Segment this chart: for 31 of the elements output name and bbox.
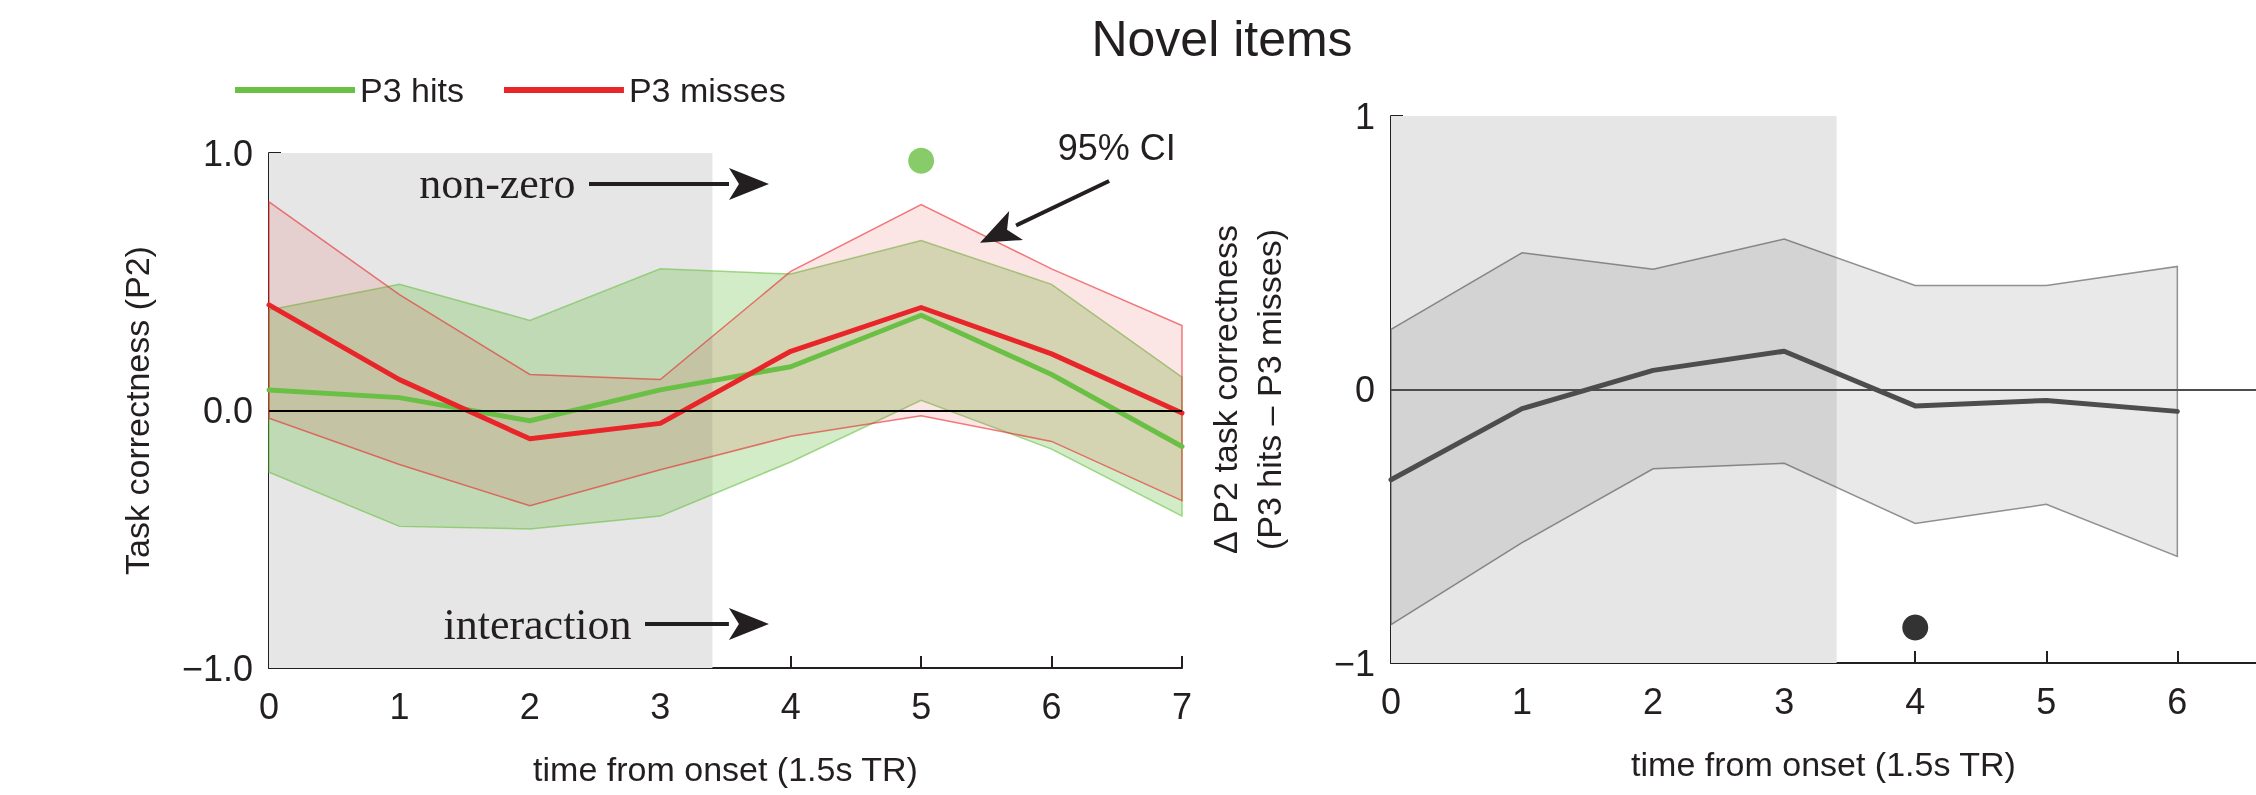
x-axis-title: time from onset (1.5s TR) — [1631, 745, 2016, 783]
x-tick-label: 3 — [1774, 680, 1795, 722]
y-tick-label: −1 — [1333, 642, 1375, 684]
x-tick-label: 0 — [1380, 680, 1402, 722]
x-tick-label: 5 — [2036, 680, 2057, 722]
y-tick-label: 1 — [1354, 95, 1375, 137]
annotation: non-zero — [419, 159, 576, 209]
y-axis-title: Δ P2 task correctness (P3 hits – P3 misses) — [1206, 225, 1288, 554]
legend-label: P3 misses — [628, 71, 786, 109]
x-tick-label: 1 — [389, 685, 410, 727]
y-axis-title: Task correctness (P2) — [118, 246, 156, 575]
x-tick-label: 6 — [1041, 685, 1062, 727]
legend-label: P3 hits — [360, 71, 464, 109]
x-tick-label: 4 — [780, 685, 801, 727]
x-tick-label: 0 — [258, 685, 280, 727]
x-axis-title: time from onset (1.5s TR) — [533, 750, 918, 788]
x-tick-label: 4 — [1905, 680, 1926, 722]
x-tick-label: 5 — [911, 685, 932, 727]
x-tick-label: 2 — [519, 685, 540, 727]
x-tick-label: 1 — [1512, 680, 1533, 722]
annotation: interaction — [443, 599, 632, 649]
y-tick-label: 0.0 — [202, 390, 253, 431]
annotation: 95% CI — [1057, 127, 1176, 169]
y-tick-label: −1.0 — [181, 647, 253, 689]
y-tick-label: 0 — [1354, 369, 1375, 410]
x-tick-label: 2 — [1643, 680, 1664, 722]
y-tick-label: 1.0 — [202, 132, 253, 174]
x-tick-label: 3 — [650, 685, 671, 727]
chart-title: Novel items — [1091, 10, 1353, 68]
x-tick-label: 7 — [1171, 685, 1193, 727]
x-tick-label: 6 — [2167, 680, 2188, 722]
